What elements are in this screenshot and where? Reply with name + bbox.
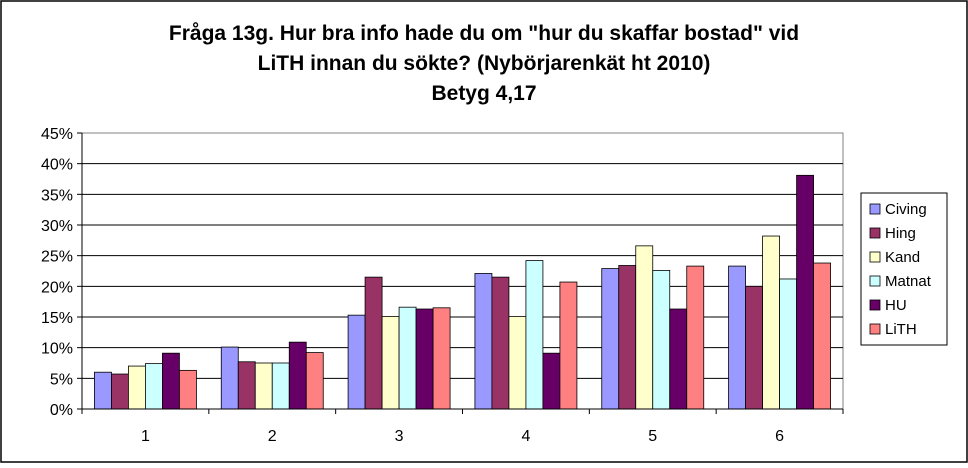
- bar-hu-4: [542, 352, 561, 410]
- bar-hing-2: [237, 361, 256, 410]
- bar-matnat-4: [525, 260, 544, 410]
- x-tick-label: 4: [521, 428, 530, 445]
- y-tick-label: 10%: [41, 341, 73, 358]
- bar-hing-4: [491, 276, 510, 410]
- bar-civing-6: [728, 265, 746, 410]
- y-tick-label: 5%: [50, 371, 73, 388]
- plot-frame: [81, 132, 844, 410]
- y-tick-label: 25%: [41, 249, 73, 266]
- bar-lith-1: [179, 369, 197, 410]
- legend-swatch-hu: [869, 299, 881, 311]
- y-tick-label: 45%: [41, 126, 73, 143]
- y-tick-label: 40%: [41, 157, 73, 174]
- bar-kand-3: [381, 315, 400, 410]
- bar-kand-5: [635, 245, 654, 410]
- bar-lith-6: [813, 262, 831, 410]
- bar-kand-1: [128, 365, 146, 410]
- legend: Civing Hing Kand Matnat HU LiTH: [860, 192, 948, 346]
- chart-title-line-2: LiTH innan du sökte? (Nybörjarenkät ht 2…: [258, 52, 711, 75]
- y-tick-label: 35%: [41, 187, 73, 204]
- bar-kand-4: [508, 315, 527, 410]
- chart-title-line-3: Betyg 4,17: [431, 82, 536, 105]
- y-tick-label: 30%: [41, 218, 73, 235]
- y-tick-label: 20%: [41, 279, 73, 296]
- bar-civing-1: [94, 371, 112, 410]
- legend-box: [860, 192, 948, 346]
- legend-swatch-civing: [869, 203, 881, 215]
- legend-label-civing: Civing: [885, 201, 927, 218]
- legend-swatch-lith: [869, 323, 881, 335]
- legend-label-hing: Hing: [885, 225, 916, 242]
- legend-swatch-matnat: [869, 275, 881, 287]
- bar-lith-4: [559, 281, 578, 410]
- legend-label-kand: Kand: [885, 249, 920, 266]
- bar-matnat-3: [398, 306, 417, 410]
- legend-swatch-kand: [869, 251, 881, 263]
- legend-label-lith: LiTH: [885, 321, 917, 338]
- bar-hu-1: [162, 352, 180, 410]
- bar-civing-2: [220, 346, 239, 410]
- x-tick-label: 5: [648, 428, 657, 445]
- bar-hu-2: [288, 341, 307, 410]
- x-tick-label: 3: [395, 428, 404, 445]
- bar-civing-5: [601, 268, 620, 410]
- plot-area: 0% 5% 10% 15% 20% 25% 30% 35% 40% 45% 1 2 3 4 5 6: [41, 126, 844, 445]
- bar-hing-1: [111, 373, 129, 410]
- bar-matnat-2: [271, 362, 290, 410]
- bar-lith-5: [686, 265, 705, 410]
- bar-hu-3: [415, 308, 434, 410]
- y-tick-label: 15%: [41, 310, 73, 327]
- bar-lith-3: [432, 307, 451, 410]
- chart-title-line-1: Fråga 13g. Hur bra info hade du om "hur …: [169, 22, 799, 45]
- bar-kand-2: [254, 362, 273, 410]
- bar-hing-6: [745, 285, 763, 410]
- bar-matnat-1: [145, 363, 163, 410]
- legend-label-hu: HU: [885, 297, 907, 314]
- x-tick-label: 6: [775, 428, 784, 445]
- bar-hing-3: [364, 276, 383, 410]
- bar-civing-4: [474, 273, 493, 410]
- bar-matnat-5: [652, 269, 671, 410]
- bar-hing-5: [618, 265, 637, 410]
- y-tick-label: 0%: [50, 402, 73, 419]
- bar-civing-3: [347, 314, 366, 410]
- legend-swatch-hing: [869, 227, 881, 239]
- x-tick-label: 1: [141, 428, 150, 445]
- bar-matnat-6: [779, 278, 797, 410]
- x-tick-label: 2: [268, 428, 277, 445]
- bar-hu-5: [669, 308, 688, 410]
- legend-label-matnat: Matnat: [885, 273, 932, 290]
- bar-hu-6: [796, 174, 814, 410]
- bar-lith-2: [305, 352, 324, 410]
- bar-kand-6: [762, 235, 780, 410]
